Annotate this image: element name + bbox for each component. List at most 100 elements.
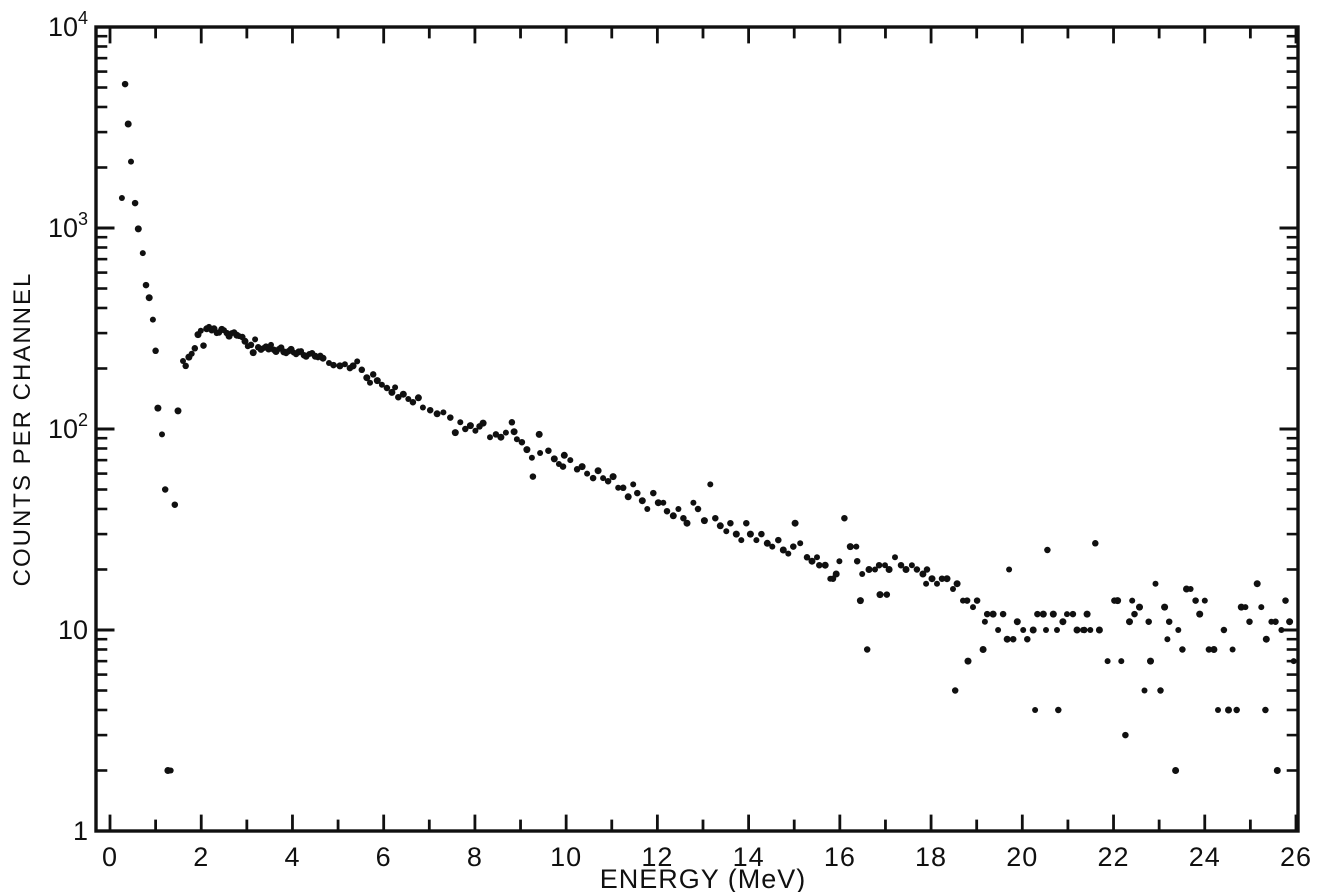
data-point xyxy=(650,489,657,497)
data-point xyxy=(545,447,552,454)
data-point xyxy=(529,473,537,480)
data-point xyxy=(779,546,787,554)
data-point xyxy=(882,562,888,569)
data-point xyxy=(1122,731,1129,739)
data-point xyxy=(1253,580,1261,588)
svg-text:20: 20 xyxy=(1006,842,1038,872)
data-point xyxy=(497,433,505,441)
svg-text:104: 104 xyxy=(48,8,88,42)
data-point xyxy=(797,540,804,547)
data-point xyxy=(1262,635,1270,643)
data-point xyxy=(247,341,255,349)
svg-text:4: 4 xyxy=(284,842,300,872)
data-point xyxy=(923,580,930,587)
data-point xyxy=(1092,540,1099,547)
data-point xyxy=(913,566,921,573)
data-point xyxy=(200,342,207,349)
data-point xyxy=(399,390,407,398)
data-point xyxy=(405,396,412,402)
data-point xyxy=(1201,597,1208,604)
data-point xyxy=(1233,706,1240,714)
data-point xyxy=(775,536,782,544)
data-point xyxy=(600,475,607,482)
data-point xyxy=(964,657,972,665)
svg-text:12: 12 xyxy=(641,842,673,872)
data-point xyxy=(836,558,843,565)
data-point xyxy=(876,591,884,599)
data-point xyxy=(241,337,249,345)
data-point xyxy=(841,514,848,522)
data-point xyxy=(559,463,567,470)
data-point xyxy=(1024,635,1031,643)
data-point xyxy=(594,467,602,475)
data-point xyxy=(979,646,987,653)
data-point xyxy=(578,463,586,471)
data-point xyxy=(1032,707,1039,713)
data-point xyxy=(753,537,760,544)
data-point xyxy=(472,427,479,434)
data-point xyxy=(388,388,396,396)
data-point xyxy=(1055,706,1062,714)
data-point xyxy=(154,404,162,412)
data-point xyxy=(619,484,627,492)
y-tick-labels: 1 10 102 103 104 xyxy=(48,8,88,846)
y-axis-title: COUNTS PER CHANNEL xyxy=(9,272,36,587)
data-point xyxy=(950,586,956,592)
data-point xyxy=(1049,610,1057,618)
data-point xyxy=(654,499,662,507)
svg-text:COUNTS PER CHANNEL: COUNTS PER CHANNEL xyxy=(9,272,36,587)
data-point xyxy=(1286,618,1294,626)
data-point xyxy=(550,455,558,463)
data-point xyxy=(938,575,946,582)
data-point xyxy=(508,419,516,426)
data-point xyxy=(1073,626,1081,634)
data-point xyxy=(1242,604,1249,611)
data-point xyxy=(785,550,792,557)
data-point xyxy=(1229,646,1236,653)
data-point xyxy=(433,410,441,418)
data-point xyxy=(1087,627,1094,633)
data-point xyxy=(1029,626,1037,634)
svg-text:ENERGY (MeV): ENERGY (MeV) xyxy=(600,864,807,892)
data-point xyxy=(1215,707,1221,713)
data-point xyxy=(638,497,646,505)
data-point xyxy=(447,414,454,421)
svg-text:2: 2 xyxy=(193,842,209,872)
data-point xyxy=(378,381,385,388)
data-point xyxy=(875,561,883,569)
data-point xyxy=(902,566,910,573)
data-point xyxy=(897,561,905,569)
data-point xyxy=(159,431,165,438)
data-point xyxy=(624,493,632,501)
data-point xyxy=(803,554,811,561)
data-point xyxy=(1069,610,1077,618)
data-point xyxy=(152,347,159,355)
data-point xyxy=(832,570,840,578)
data-point xyxy=(1165,618,1173,625)
data-point xyxy=(1157,687,1164,694)
data-point xyxy=(479,419,487,427)
data-point xyxy=(1164,636,1171,643)
data-point xyxy=(1210,646,1218,653)
data-point xyxy=(1126,618,1133,626)
data-point xyxy=(1225,706,1232,714)
data-point xyxy=(816,561,823,569)
data-point xyxy=(1273,767,1281,774)
data-point xyxy=(660,499,667,506)
data-point xyxy=(790,543,797,550)
svg-text:14: 14 xyxy=(733,842,765,872)
data-point xyxy=(856,597,864,605)
data-point xyxy=(853,543,860,550)
data-point xyxy=(451,429,459,437)
data-point xyxy=(1114,597,1122,605)
data-point xyxy=(727,519,734,527)
data-point xyxy=(732,530,740,538)
data-point xyxy=(846,543,854,551)
data-point xyxy=(923,566,931,573)
data-point xyxy=(1161,603,1169,611)
data-point xyxy=(1131,610,1138,618)
svg-text:18: 18 xyxy=(915,842,947,872)
data-point xyxy=(161,486,169,493)
data-point xyxy=(675,506,682,512)
